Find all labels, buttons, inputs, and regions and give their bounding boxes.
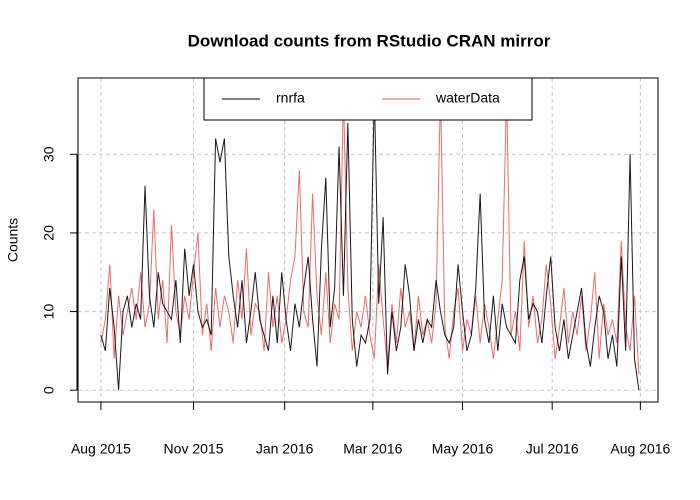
y-tick-label: 0 <box>41 386 57 394</box>
x-tick-label: Aug 2016 <box>610 441 670 457</box>
x-tick-label: Aug 2015 <box>71 441 131 457</box>
y-tick-label: 20 <box>41 225 57 241</box>
legend-label: rnrfa <box>276 90 305 106</box>
y-tick-label: 30 <box>41 146 57 162</box>
chart-title: Download counts from RStudio CRAN mirror <box>188 31 551 50</box>
plot-frame <box>77 77 659 403</box>
x-tick-label: Jan 2016 <box>256 441 314 457</box>
x-tick-label: Nov 2015 <box>164 441 224 457</box>
y-axis-label: Counts <box>5 218 21 262</box>
series-line <box>100 91 640 375</box>
x-tick-label: Jul 2016 <box>526 441 579 457</box>
y-tick-label: 10 <box>41 304 57 320</box>
x-tick-label: Mar 2016 <box>343 441 402 457</box>
legend-label: waterData <box>435 90 500 106</box>
x-tick-label: May 2016 <box>432 441 494 457</box>
series-line <box>100 91 640 391</box>
